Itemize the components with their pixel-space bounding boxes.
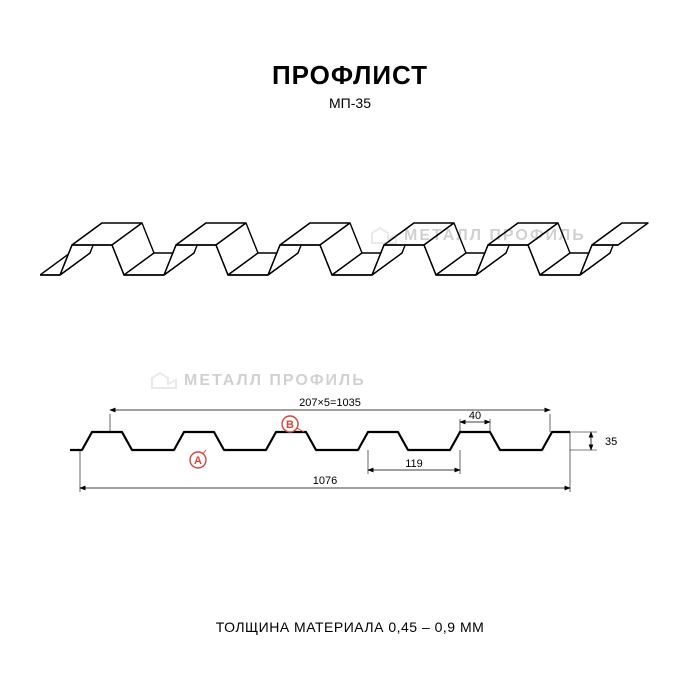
svg-text:B: B	[286, 419, 294, 431]
title-block: ПРОФЛИСТ МП-35	[0, 60, 700, 111]
svg-text:35: 35	[605, 436, 617, 448]
svg-text:A: A	[194, 455, 202, 467]
isometric-profile	[40, 190, 660, 300]
footer-material-thickness: ТОЛЩИНА МАТЕРИАЛА 0,45 – 0,9 ММ	[0, 619, 700, 635]
page-title: ПРОФЛИСТ	[0, 60, 700, 91]
svg-text:40: 40	[469, 410, 481, 422]
svg-text:207×5=1035: 207×5=1035	[299, 397, 361, 409]
svg-text:119: 119	[405, 458, 423, 470]
page-subtitle: МП-35	[0, 95, 700, 111]
svg-text:1076: 1076	[313, 475, 337, 487]
cross-section: 207×5=1035 40 35 119 1076 A B	[60, 370, 640, 520]
